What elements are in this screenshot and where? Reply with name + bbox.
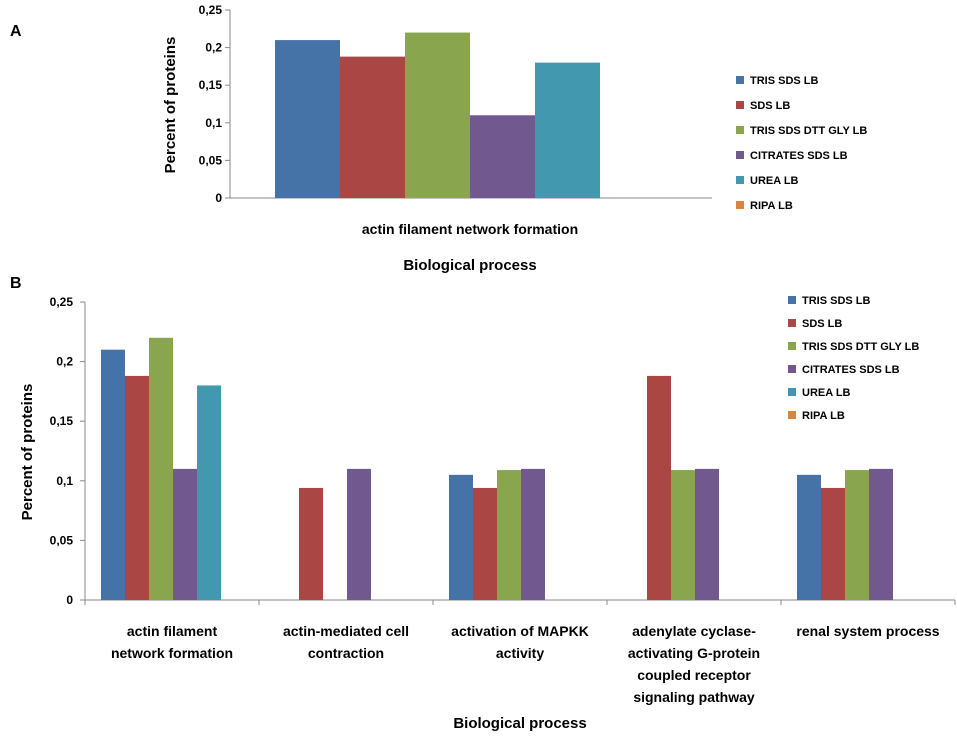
panel-b-y-tick-label: 0,05	[50, 533, 74, 547]
panel-b-legend-swatch	[788, 319, 796, 327]
panel-a-legend-swatch	[736, 151, 744, 159]
panel-b-bar-sds-lb	[125, 375, 149, 600]
panel-a-legend: TRIS SDS LB SDS LB TRIS SDS DTT GLY LB CITR…	[736, 75, 867, 212]
panel-b-legend-swatch	[788, 365, 796, 373]
panel-b-bar-tris-sds-dtt-gly-lb	[845, 470, 869, 600]
panel-a-legend-label: SDS LB	[750, 100, 790, 112]
panel-b-category-label: renal system process	[796, 623, 939, 639]
panel-b-category-line: contraction	[308, 645, 384, 661]
panel-b-category-label: actin-mediated cell contraction	[283, 623, 409, 661]
panel-b-bar-sds-lb	[647, 375, 671, 600]
panel-a-y-tick-label: 0,25	[199, 3, 223, 17]
panel-b-legend-swatch	[788, 342, 796, 350]
panel-a-x-axis-title: Biological process	[403, 257, 536, 274]
panel-b-category-line: activating G-protein	[628, 645, 760, 661]
panel-a-legend-label: RIPA LB	[750, 200, 793, 212]
panel-b-bar-citrates-sds-lb	[869, 468, 893, 600]
panel-b-legend-label: UREA LB	[802, 387, 851, 399]
panel-a-bar-urea-lb	[535, 62, 600, 198]
panel-a-y-ticks: 0 0,05 0,1 0,15 0,2 0,25	[199, 3, 230, 205]
panel-b-bar-citrates-sds-lb	[347, 468, 371, 600]
panel-a-bars	[275, 32, 600, 199]
panel-b-label: B	[10, 275, 22, 292]
panel-a-y-tick-label: 0,1	[205, 116, 222, 130]
panel-a-y-tick-label: 0,15	[199, 78, 223, 92]
panel-a-legend-label: TRIS SDS LB	[750, 75, 819, 87]
panel-b-bar-sds-lb	[821, 487, 845, 600]
panel-b-bar-citrates-sds-lb	[521, 468, 545, 600]
panel-b-bars	[101, 337, 893, 600]
panel-b-legend-label: TRIS SDS DTT GLY LB	[802, 341, 919, 353]
panel-b-legend-label: SDS LB	[802, 318, 842, 330]
panel-b: B 0 0,05 0,1 0,15 0,2 0,25 Percent of protein…	[10, 275, 956, 732]
panel-b-bar-sds-lb	[299, 487, 323, 600]
panel-b-y-tick-label: 0,25	[50, 295, 74, 309]
panel-a-legend-swatch	[736, 201, 744, 209]
panel-b-category-line: actin-mediated cell	[283, 623, 409, 639]
panel-a-bar-tris-sds-dtt-gly-lb	[405, 32, 470, 199]
panel-a-label: A	[10, 23, 22, 40]
panel-b-categories: actin filament network formation actin-med…	[111, 623, 940, 705]
panel-b-legend-swatch	[788, 296, 796, 304]
panel-a-legend-swatch	[736, 176, 744, 184]
panel-b-y-tick-label: 0	[66, 593, 73, 607]
panel-a-y-tick-label: 0	[215, 191, 222, 205]
panel-b-bar-tris-sds-dtt-gly-lb	[671, 470, 695, 600]
panel-b-bar-tris-sds-dtt-gly-lb	[497, 470, 521, 600]
panel-b-category-label: actin filament network formation	[111, 623, 233, 661]
panel-b-legend-swatch	[788, 411, 796, 419]
panel-a-bar-citrates-sds-lb	[470, 115, 535, 198]
panel-a-y-tick-label: 0,05	[199, 153, 223, 167]
panel-b-bar-sds-lb	[473, 487, 497, 600]
panel-b-bar-tris-sds-lb	[449, 474, 473, 600]
panel-a-bar-sds-lb	[340, 56, 405, 199]
panel-a-category-label: actin filament network formation	[362, 221, 578, 237]
panel-b-y-ticks: 0 0,05 0,1 0,15 0,2 0,25	[50, 295, 85, 607]
panel-b-bar-citrates-sds-lb	[173, 468, 197, 600]
panel-b-legend: TRIS SDS LB SDS LB TRIS SDS DTT GLY LB CITR…	[788, 295, 919, 422]
panel-b-category-line: actin filament	[127, 623, 218, 639]
panel-b-y-tick-label: 0,2	[56, 355, 73, 369]
panel-b-bar-urea-lb	[197, 385, 221, 600]
panel-b-category-line: renal system process	[796, 623, 939, 639]
panel-a-legend-label: CITRATES SDS LB	[750, 150, 848, 162]
panel-a-bar-tris-sds-lb	[275, 40, 340, 198]
panel-a-y-axis-title: Percent of proteins	[162, 37, 179, 174]
panel-b-category-label: adenylate cyclase-activating G-protein co…	[628, 623, 760, 705]
panel-b-category-label: activation of MAPKK activity	[451, 623, 589, 661]
panel-b-y-axis-title: Percent of proteins	[19, 384, 36, 521]
panel-a-legend-swatch	[736, 126, 744, 134]
panel-b-category-line: adenylate cyclase-	[632, 623, 756, 639]
panel-b-legend-swatch	[788, 388, 796, 396]
panel-b-x-axis-title: Biological process	[453, 715, 586, 732]
panel-b-category-line: activity	[496, 645, 544, 661]
panel-b-legend-label: CITRATES SDS LB	[802, 364, 900, 376]
panel-b-y-tick-label: 0,1	[56, 474, 73, 488]
panel-a-legend-swatch	[736, 76, 744, 84]
panel-a-legend-swatch	[736, 101, 744, 109]
panel-b-category-line: network formation	[111, 645, 233, 661]
panel-a-legend-label: UREA LB	[750, 175, 799, 187]
panel-a-y-tick-label: 0,2	[205, 41, 222, 55]
panel-b-category-line: signaling pathway	[633, 689, 755, 705]
panel-a-categories: actin filament network formation	[362, 221, 578, 237]
panel-b-bar-tris-sds-lb	[101, 349, 125, 600]
panel-b-legend-label: RIPA LB	[802, 410, 845, 422]
panel-b-y-tick-label: 0,15	[50, 414, 74, 428]
panel-b-legend-label: TRIS SDS LB	[802, 295, 871, 307]
panel-b-bar-citrates-sds-lb	[695, 468, 719, 600]
panel-b-bar-tris-sds-dtt-gly-lb	[149, 337, 173, 600]
panel-b-category-line: activation of MAPKK	[451, 623, 589, 639]
panel-b-bar-tris-sds-lb	[797, 474, 821, 600]
panel-a: A 0 0,05 0,1 0,15 0,2 0,25 Percent of protein…	[10, 3, 867, 274]
panel-a-legend-label: TRIS SDS DTT GLY LB	[750, 125, 867, 137]
panel-b-category-line: coupled receptor	[637, 667, 751, 683]
